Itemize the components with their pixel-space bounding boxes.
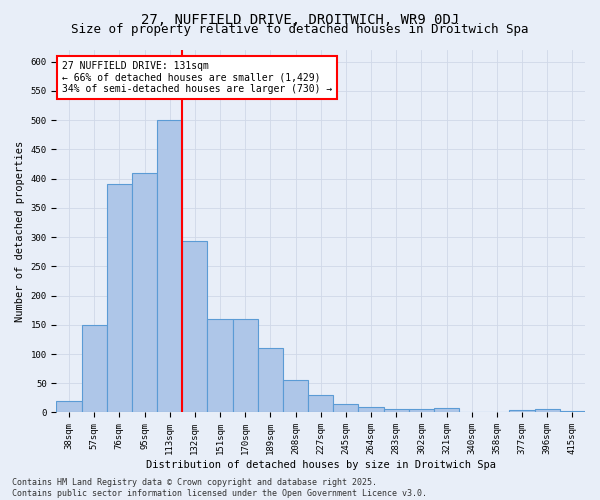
Bar <box>208 319 233 412</box>
Bar <box>283 380 308 412</box>
Bar <box>258 348 283 412</box>
Bar <box>409 409 434 412</box>
Text: Contains HM Land Registry data © Crown copyright and database right 2025.
Contai: Contains HM Land Registry data © Crown c… <box>12 478 427 498</box>
Bar <box>560 410 585 412</box>
Bar <box>509 410 535 412</box>
Y-axis label: Number of detached properties: Number of detached properties <box>15 140 25 322</box>
Bar <box>434 408 459 412</box>
Bar <box>358 406 383 412</box>
Text: 27, NUFFIELD DRIVE, DROITWICH, WR9 0DJ: 27, NUFFIELD DRIVE, DROITWICH, WR9 0DJ <box>141 12 459 26</box>
Bar <box>535 409 560 412</box>
Bar <box>383 409 409 412</box>
Bar <box>132 173 157 412</box>
Bar <box>56 401 82 412</box>
Bar <box>233 319 258 412</box>
Bar <box>308 395 333 412</box>
Text: Size of property relative to detached houses in Droitwich Spa: Size of property relative to detached ho… <box>71 22 529 36</box>
Bar <box>333 404 358 412</box>
X-axis label: Distribution of detached houses by size in Droitwich Spa: Distribution of detached houses by size … <box>146 460 496 470</box>
Bar <box>182 241 208 412</box>
Bar <box>82 325 107 412</box>
Bar <box>157 120 182 412</box>
Text: 27 NUFFIELD DRIVE: 131sqm
← 66% of detached houses are smaller (1,429)
34% of se: 27 NUFFIELD DRIVE: 131sqm ← 66% of detac… <box>62 61 332 94</box>
Bar <box>107 184 132 412</box>
